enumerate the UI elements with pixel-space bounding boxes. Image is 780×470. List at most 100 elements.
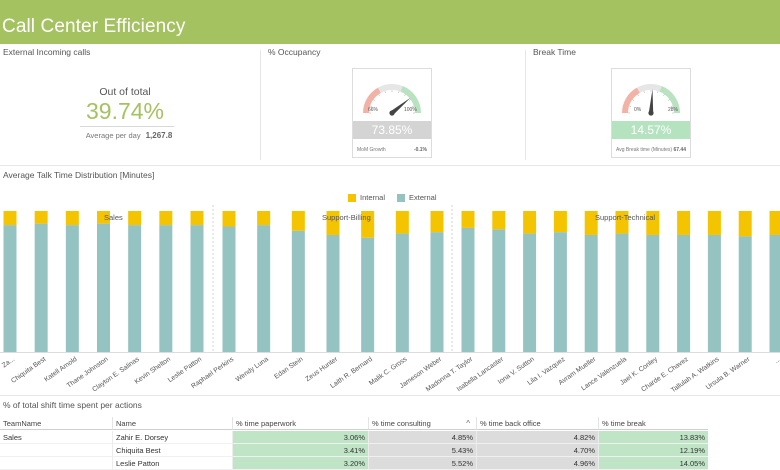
cell-back-office: 4.70% [476, 444, 598, 457]
talk-time-chart-title: Average Talk Time Distribution [Minutes] [3, 170, 155, 180]
bar-internal[interactable] [430, 211, 444, 233]
legend-internal[interactable]: Internal [348, 193, 385, 202]
break-time-title: Break Time [533, 47, 576, 57]
bar-internal[interactable] [395, 211, 409, 234]
occupancy-gauge-arc-high [400, 86, 421, 114]
bar-external[interactable] [584, 234, 598, 352]
bar-internal[interactable] [190, 211, 204, 226]
break-gauge-tick [643, 91, 645, 94]
bar-external[interactable] [523, 233, 537, 352]
bar-internal[interactable] [3, 211, 17, 226]
bar-external[interactable] [738, 236, 752, 352]
bar-internal[interactable] [769, 211, 780, 235]
bar-external[interactable] [128, 225, 142, 352]
bar-internal[interactable] [65, 211, 79, 226]
bar-external[interactable] [291, 230, 305, 352]
bar-internal[interactable] [584, 211, 598, 235]
column-header-name[interactable]: Name [112, 417, 232, 430]
occupancy-gauge-dial [363, 84, 421, 116]
break-gauge-arc-mid [637, 84, 662, 93]
occupancy-title: % Occupancy [268, 47, 321, 57]
bar-external[interactable] [190, 225, 204, 352]
bar-internal[interactable] [361, 211, 375, 238]
bar-external[interactable] [97, 223, 110, 352]
cell-teamname: Sales [0, 431, 112, 444]
bar-external[interactable] [34, 223, 48, 352]
bar-external[interactable] [553, 232, 567, 352]
group-label: Support-Billing [322, 213, 371, 222]
occupancy-max-label: 100% [404, 107, 417, 113]
column-header-break[interactable]: % time break [598, 417, 708, 430]
column-header-back-office[interactable]: % time back office [476, 417, 598, 430]
bar-external[interactable] [430, 232, 444, 352]
bar-internal[interactable] [257, 211, 271, 226]
cell-teamname [0, 457, 112, 470]
break-gauge-tick [637, 94, 639, 97]
break-gauge-tick [632, 99, 635, 101]
section-divider [0, 395, 780, 396]
bar-external[interactable] [615, 233, 629, 352]
cell-teamname [0, 444, 112, 457]
bar-external[interactable] [159, 225, 173, 352]
cell-paperwork: 3.20% [232, 457, 368, 470]
cell-break: 14.05% [598, 457, 708, 470]
dashboard-title: Call Center Efficiency [2, 16, 186, 37]
bar-external[interactable] [492, 229, 506, 352]
table-row[interactable]: Leslie Patton 3.20% 5.52% 4.96% 14.05% [0, 457, 780, 470]
bar-internal[interactable] [677, 211, 691, 235]
bar-internal[interactable] [326, 211, 340, 235]
break-min-label: 0% [634, 107, 642, 113]
kpi-separator [80, 126, 174, 127]
bar-internal[interactable] [738, 211, 752, 237]
bar-external[interactable] [769, 234, 780, 352]
break-gauge-tick [670, 105, 673, 107]
bar-internal[interactable] [222, 211, 236, 227]
bar-internal[interactable] [553, 211, 567, 233]
break-gauge-tick [663, 94, 665, 97]
cell-paperwork: 3.06% [232, 431, 368, 444]
bar-external[interactable] [361, 237, 375, 352]
bar-internal[interactable] [615, 211, 629, 234]
sort-ascending-icon[interactable]: ^ [466, 419, 470, 428]
bar-external[interactable] [707, 234, 721, 352]
table-row[interactable]: Sales Zahir E. Dorsey 3.06% 4.85% 4.82% 13.83… [0, 431, 780, 444]
bar-external[interactable] [3, 225, 17, 352]
incoming-calls-value: 39.74% [85, 98, 164, 124]
bar-external[interactable] [326, 234, 340, 352]
incoming-calls-average: Average per day 1,267.8 [74, 131, 184, 140]
bar-internal[interactable] [461, 211, 475, 228]
break-max-label: 28% [668, 107, 679, 113]
legend-swatch-internal [348, 193, 356, 202]
x-tick-label: ... [773, 356, 780, 365]
bar-internal[interactable] [128, 211, 142, 226]
table-row[interactable]: Chiquita Best 3.41% 5.43% 4.70% 12.19% [0, 444, 780, 457]
legend-external[interactable]: External [397, 193, 437, 202]
bar-internal[interactable] [34, 211, 48, 224]
average-per-day-value: 1,267.8 [145, 131, 173, 140]
bar-internal[interactable] [646, 211, 660, 235]
column-header-consulting[interactable]: % time consulting ^ [368, 417, 476, 430]
column-header-paperwork[interactable]: % time paperwork [232, 417, 368, 430]
cell-name: Leslie Patton [112, 457, 232, 470]
table-header-row: TeamName Name % time paperwork % time co… [0, 417, 780, 430]
bar-internal[interactable] [159, 211, 173, 226]
occupancy-gauge-arc-low [363, 87, 382, 114]
bar-external[interactable] [677, 234, 691, 352]
break-gauge-tick [667, 99, 670, 101]
bar-external[interactable] [257, 225, 271, 352]
bar-internal[interactable] [707, 211, 721, 235]
bar-external[interactable] [646, 234, 660, 352]
cell-consulting: 5.43% [368, 444, 476, 457]
bar-external[interactable] [461, 227, 475, 352]
bar-internal[interactable] [523, 211, 537, 234]
panel-divider [525, 50, 526, 160]
group-label: Sales [104, 213, 123, 222]
column-header-teamname[interactable]: TeamName [0, 417, 112, 430]
bar-internal[interactable] [291, 211, 305, 231]
bar-internal[interactable] [492, 211, 506, 230]
occupancy-gauge-hub [389, 110, 395, 116]
bar-external[interactable] [222, 226, 236, 352]
bar-internal[interactable] [97, 211, 110, 224]
bar-external[interactable] [65, 225, 79, 352]
bar-external[interactable] [395, 233, 409, 352]
